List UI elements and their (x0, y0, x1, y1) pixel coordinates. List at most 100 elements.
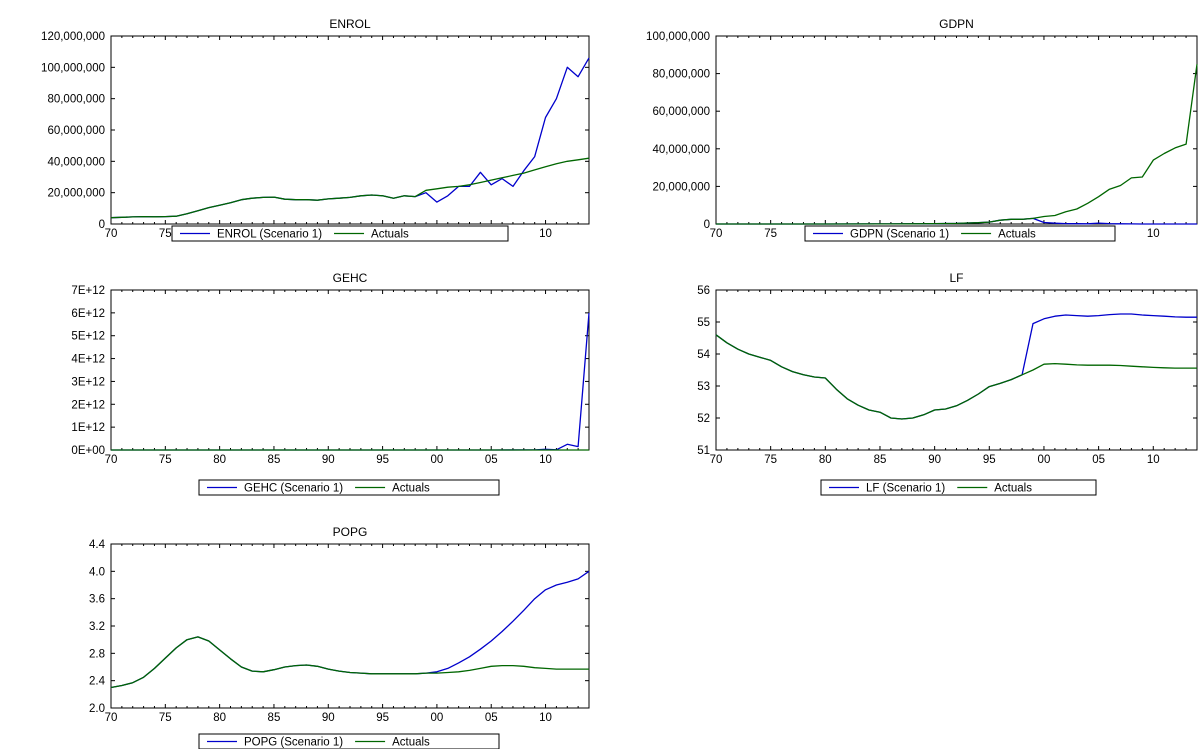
series-line-scenario (111, 312, 590, 451)
y-tick-label: 3.2 (89, 621, 105, 633)
y-tick-label: 4.0 (89, 566, 105, 578)
y-tick-label: 20,000,000 (652, 181, 710, 193)
x-tick-label: 95 (983, 454, 996, 466)
series-line-actuals (110, 636, 589, 689)
legend-label: Actuals (392, 483, 430, 495)
y-tick-label: 0E+00 (71, 445, 105, 457)
legend-label: Actuals (994, 483, 1032, 495)
chart-title-lf: LF (949, 271, 963, 285)
x-tick-label: 85 (268, 454, 281, 466)
x-tick-label: 70 (710, 228, 723, 240)
y-tick-label: 51 (697, 445, 710, 457)
plot-frame (715, 35, 1198, 225)
y-tick-label: 2.8 (89, 648, 105, 660)
legend-frame (198, 479, 500, 496)
chart-title-gehc: GEHC (333, 271, 368, 285)
x-tick-label: 90 (322, 454, 335, 466)
y-tick-label: 52 (697, 413, 710, 425)
x-tick-label: 00 (431, 454, 444, 466)
chart-gehc: GEHC 0E+00 1E+12 2E+12 3E+12 4E+12 5E+12 6E+12 7… (71, 271, 590, 496)
legend-label: GEHC (Scenario 1) (244, 483, 343, 495)
y-tick-label: 60,000,000 (652, 106, 710, 118)
x-tick-label: 95 (376, 454, 389, 466)
y-tick-label: 3E+12 (71, 376, 105, 388)
x-tick-label: 05 (485, 712, 498, 724)
y-tick-label: 40,000,000 (652, 144, 710, 156)
y-tick-label: 0 (99, 219, 105, 231)
y-tick-label: 55 (697, 317, 710, 329)
x-tick-label: 90 (928, 454, 941, 466)
y-tick-label: 56 (697, 285, 710, 297)
y-tick-label: 1E+12 (71, 422, 105, 434)
x-tick-label: 10 (1147, 228, 1160, 240)
x-tick-label: 70 (710, 454, 723, 466)
chart-lf: LF 51 52 53 54 55 56 70 75 80 85 90 95 00 05 10 LF (Scen… (697, 271, 1198, 496)
y-tick-label: 80,000,000 (652, 69, 710, 81)
legend: GEHC (Scenario 1) Actuals (198, 479, 500, 496)
x-tick-label: 70 (105, 712, 118, 724)
y-tick-label: 6E+12 (71, 308, 105, 320)
x-tick-label: 00 (431, 712, 444, 724)
x-tick-label: 10 (539, 228, 552, 240)
legend: ENROL (Scenario 1) Actuals (171, 225, 509, 242)
y-tick-label: 5E+12 (71, 331, 105, 343)
y-tick-label: 54 (697, 349, 710, 361)
x-tick-label: 05 (485, 454, 498, 466)
y-tick-label: 4E+12 (71, 354, 105, 366)
legend-label: GDPN (Scenario 1) (850, 229, 949, 241)
x-tick-label: 75 (159, 712, 172, 724)
y-tick-label: 40,000,000 (47, 156, 105, 168)
legend-label: LF (Scenario 1) (866, 483, 945, 495)
x-tick-label: 00 (1038, 454, 1051, 466)
series-line-actuals (716, 64, 1198, 225)
chart-gdpn: GDPN 0 20,000,000 40,000,000 60,000,000 80,00… (646, 17, 1198, 242)
series-line-actuals (110, 157, 590, 219)
x-tick-label: 80 (213, 712, 226, 724)
legend-frame (804, 225, 1116, 242)
x-tick-label: 10 (1147, 454, 1160, 466)
chart-popg: POPG 2.0 2.4 2.8 3.2 3.6 4.0 4.4 70 75 80 85 90 95 00 0… (89, 525, 590, 750)
chart-title-enrol: ENROL (329, 17, 371, 31)
y-tick-label: 3.6 (89, 594, 105, 606)
chart-title-popg: POPG (333, 525, 368, 539)
x-tick-label: 80 (819, 454, 832, 466)
x-tick-label: 95 (376, 712, 389, 724)
x-tick-label: 90 (322, 712, 335, 724)
y-tick-label: 120,000,000 (41, 31, 105, 43)
x-tick-label: 85 (874, 454, 887, 466)
y-tick-label: 4.4 (89, 539, 106, 551)
legend-label: Actuals (998, 229, 1036, 241)
x-tick-label: 10 (539, 712, 552, 724)
x-tick-label: 80 (213, 454, 226, 466)
x-tick-label: 10 (539, 454, 552, 466)
legend: POPG (Scenario 1) Actuals (198, 733, 500, 750)
series-line-scenario (110, 570, 590, 689)
legend-label: POPG (Scenario 1) (244, 737, 343, 749)
y-tick-label: 0 (704, 219, 710, 231)
y-tick-label: 53 (697, 381, 710, 393)
x-tick-label: 70 (105, 228, 118, 240)
y-tick-label: 20,000,000 (47, 188, 105, 200)
x-tick-label: 75 (764, 228, 777, 240)
x-tick-label: 75 (159, 454, 172, 466)
y-tick-label: 80,000,000 (47, 94, 105, 106)
plot-frame (110, 35, 590, 225)
plot-frame (110, 289, 590, 451)
y-tick-label: 100,000,000 (41, 62, 105, 74)
legend-label: Actuals (371, 229, 409, 241)
legend-label: Actuals (392, 737, 430, 749)
series-line-scenario (110, 57, 590, 219)
chart-enrol: ENROL 0 20,000,000 40,000,000 60,000,000 80,0… (41, 17, 590, 242)
x-tick-label: 70 (105, 454, 118, 466)
plot-frame (110, 543, 590, 709)
series-line-scenario (715, 313, 1197, 420)
y-tick-label: 2.0 (89, 703, 105, 715)
x-tick-label: 75 (159, 228, 172, 240)
chart-title-gdpn: GDPN (939, 17, 974, 31)
y-tick-label: 2.4 (89, 676, 106, 688)
legend-label: ENROL (Scenario 1) (217, 229, 322, 241)
series-line-actuals (715, 334, 1197, 420)
legend: LF (Scenario 1) Actuals (820, 479, 1097, 496)
x-tick-label: 75 (764, 454, 777, 466)
